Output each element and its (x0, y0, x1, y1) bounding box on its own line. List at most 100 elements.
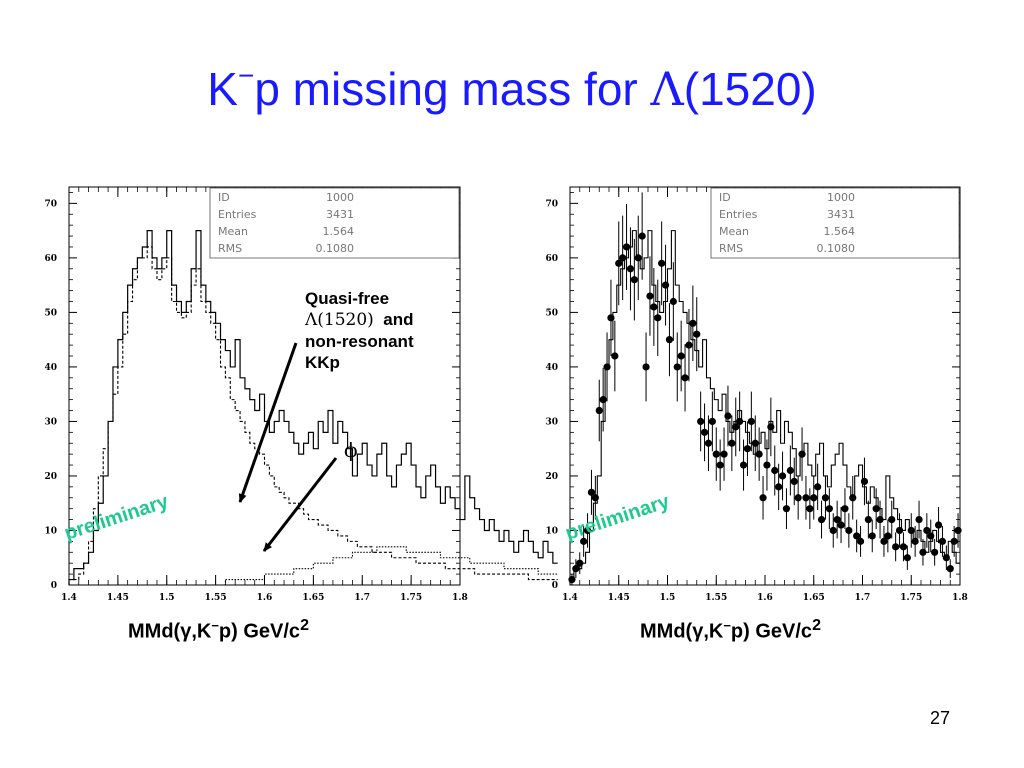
x-tick-label: 1.5 (159, 593, 175, 603)
annotation-line-1: Quasi-free (305, 289, 390, 308)
data-point (626, 265, 635, 273)
y-tick-label: 40 (44, 363, 57, 373)
data-point (603, 363, 611, 371)
data-point (775, 483, 783, 491)
data-point (634, 254, 642, 262)
data-point (880, 537, 888, 545)
x-tick-label: 1.7 (354, 593, 370, 603)
data-point (794, 494, 802, 502)
quasi-free-arrow (238, 342, 298, 503)
data-point (934, 521, 943, 529)
data-point (642, 363, 650, 371)
data-point (747, 417, 755, 426)
stats-key: Entries (218, 208, 257, 221)
annotation-and: and (373, 310, 414, 329)
stats-key: Entries (719, 208, 758, 221)
stats-value: 3431 (827, 208, 855, 221)
histogram-panel-left: 0 10 20 30 40 50 60 70 1.4 1.45 1.5 1.55 1.6 1.65 1.7 1… (44, 186, 558, 603)
data-point (876, 515, 884, 524)
slide-title: K−p missing mass for Λ(1520) (0, 60, 1024, 116)
x-axis-label-left: MMd(γ,K−p) GeV/c2 (128, 617, 309, 644)
preliminary-watermark: preliminary (563, 490, 673, 545)
stats-key: RMS (218, 242, 242, 255)
data-point (786, 466, 794, 475)
data-point (802, 494, 810, 502)
data-point (942, 554, 950, 562)
data-point (669, 297, 677, 306)
data-point (771, 466, 779, 475)
data-point (576, 559, 584, 567)
y-tick-label: 10 (44, 526, 57, 536)
stats-key: ID (218, 191, 230, 204)
data-point (864, 515, 872, 524)
data-point (931, 548, 939, 556)
data-point (853, 532, 861, 540)
y-tick-label: 50 (44, 308, 57, 318)
data-point (907, 526, 915, 535)
stats-box (710, 187, 960, 259)
data-point (888, 515, 896, 524)
data-point (720, 450, 728, 458)
data-point (806, 505, 814, 513)
data-point (743, 445, 752, 453)
data-point (817, 515, 826, 524)
data-point (638, 232, 646, 240)
data-point (677, 352, 685, 360)
data-point (661, 281, 670, 289)
data-point (615, 259, 623, 267)
data-point (700, 428, 709, 436)
data-point (763, 461, 771, 469)
quasi-free-annotation: Quasi-free Λ(1520) and non-resonant KKp (305, 288, 414, 373)
x-tick-label: 1.75 (900, 593, 922, 603)
data-point (810, 494, 818, 502)
data-point (689, 319, 697, 327)
data-point (654, 314, 662, 322)
xlabel-prefix: MMd(γ,K (640, 620, 724, 643)
xlabel-prefix: MMd(γ,K (128, 620, 212, 643)
annotation-line-3: non-resonant (305, 332, 414, 351)
y-tick-label: 30 (44, 417, 57, 427)
y-tick-label: 0 (552, 581, 558, 591)
data-point (704, 439, 713, 447)
data-point (821, 494, 830, 502)
data-point (619, 254, 627, 262)
xlabel-sup: − (211, 618, 219, 633)
data-point (798, 450, 806, 458)
preliminary-watermark: preliminary (62, 490, 172, 545)
data-point (911, 537, 919, 545)
data-point (607, 314, 615, 322)
phi-arrow (262, 457, 338, 552)
data-point (622, 243, 631, 251)
stats-value: 0.1080 (817, 242, 856, 255)
stats-value: 3431 (326, 208, 354, 221)
title-middle: p missing mass for (254, 63, 651, 115)
histogram-series-solid (68, 230, 558, 585)
xlabel-power: 2 (812, 616, 821, 634)
data-point (829, 526, 837, 535)
data-point (946, 565, 954, 573)
annotation-lambda: Λ(1520) (305, 310, 374, 330)
stats-key: ID (719, 191, 731, 204)
data-point (919, 548, 927, 556)
data-point (782, 505, 791, 513)
x-axis-label-right: MMd(γ,K−p) GeV/c2 (640, 616, 821, 644)
data-point (895, 526, 904, 535)
xlabel-suffix: p) GeV/c (730, 620, 813, 643)
data-point (954, 526, 962, 535)
x-tick-label: 1.4 (562, 593, 578, 603)
y-tick-label: 20 (545, 472, 558, 482)
title-prefix: K (207, 63, 238, 115)
x-tick-label: 1.8 (952, 593, 968, 603)
y-tick-label: 10 (545, 526, 558, 536)
data-point (892, 543, 900, 551)
data-point (841, 505, 849, 513)
y-tick-label: 70 (545, 199, 558, 209)
data-point (591, 494, 599, 502)
data-point (697, 417, 705, 426)
title-superscript: − (237, 60, 255, 91)
data-point (767, 423, 775, 431)
x-tick-label: 1.7 (855, 593, 871, 603)
histogram-series-solid (569, 230, 960, 585)
stats-value: 1000 (827, 191, 855, 204)
